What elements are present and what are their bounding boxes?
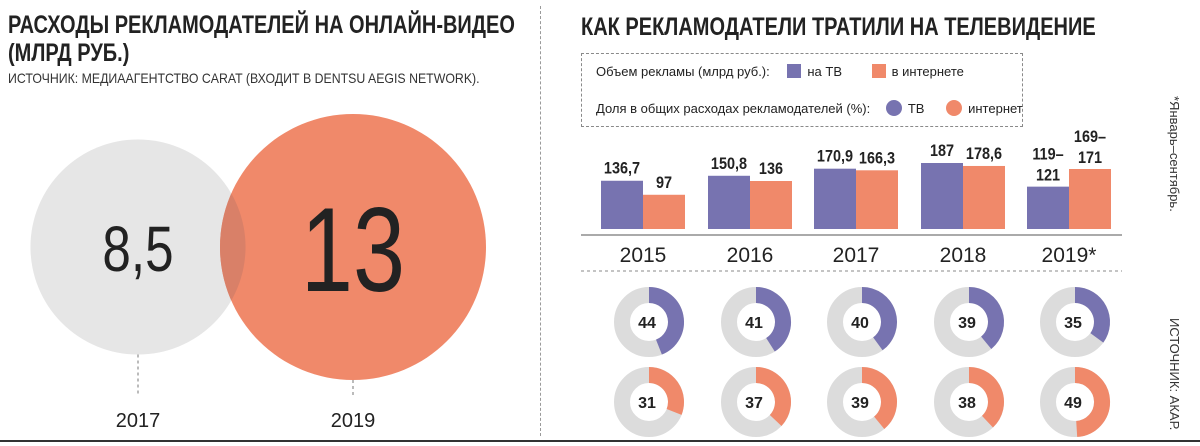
ring-value-internet-2018: 38 — [958, 395, 976, 412]
bubble-2019 — [220, 114, 486, 380]
ring-tv-2016 — [755, 287, 791, 352]
ring-internet-2015 — [648, 367, 684, 415]
ring-value-tv-2018: 39 — [958, 315, 976, 332]
ring-tv-2019* — [1074, 287, 1110, 343]
ring-value-tv-2015: 44 — [638, 315, 656, 332]
legend-tv-label: на ТВ — [807, 64, 843, 79]
year-label-2019: 2019 — [331, 410, 376, 432]
bar-internet-2019* — [1069, 169, 1111, 229]
ring-tv-2017 — [861, 287, 897, 351]
legend-internet-swatch — [871, 64, 886, 78]
bar-label-internet-2018: 178,6 — [966, 145, 1002, 163]
legend-tv-share-label: ТВ — [907, 101, 925, 116]
bar-internet-2018 — [963, 165, 1005, 229]
ring-value-tv-2017: 40 — [851, 315, 869, 332]
bar-label-internet-2019*-a: 169– — [1074, 128, 1106, 146]
bubble-2017 — [30, 139, 246, 355]
bar-label-internet-2019*-b: 171 — [1078, 149, 1102, 167]
bubble-value-2017: 8,5 — [102, 215, 173, 286]
bar-tv-2018 — [921, 163, 963, 229]
ring-internet-2018 — [968, 367, 1004, 428]
bar-label-tv-2016: 150,8 — [711, 155, 747, 173]
axis-year-2018: 2018 — [940, 244, 987, 267]
bar-internet-2016 — [750, 181, 792, 229]
axis-year-2017: 2017 — [833, 244, 880, 267]
left-title-line1: РАСХОДЫ РЕКЛАМОДАТЕЛЕЙ НА ОНЛАЙН-ВИДЕО — [8, 11, 515, 39]
bar-tv-2019* — [1027, 186, 1069, 229]
legend-row-share: Доля в общих расходах рекламодателей (%)… — [596, 100, 1023, 116]
ring-value-internet-2016: 37 — [745, 395, 763, 412]
left-source: ИСТОЧНИК: МЕДИААГЕНТСТВО CARAT (ВХОДИТ В… — [8, 70, 480, 86]
ring-value-tv-2019*: 35 — [1064, 315, 1082, 332]
ring-value-internet-2015: 31 — [638, 395, 656, 412]
ring-internet-2017 — [861, 367, 897, 429]
bar-label-tv-2019*-a: 119– — [1032, 146, 1064, 164]
legend-internet-label: в интернете — [891, 64, 964, 79]
axis-year-2015: 2015 — [620, 244, 667, 267]
legend-internet-share-dot — [946, 100, 963, 116]
bar-label-internet-2016: 136 — [759, 160, 783, 178]
legend-volume-label: Объем рекламы (млрд руб.): — [596, 64, 770, 79]
bar-tv-2015 — [601, 180, 643, 229]
panel-divider — [540, 6, 541, 436]
legend-share-label: Доля в общих расходах рекламодателей (%)… — [596, 101, 871, 116]
bar-tv-2016 — [708, 175, 750, 229]
ring-value-tv-2016: 41 — [745, 315, 763, 332]
left-title-line2: (МЛРД РУБ.) — [8, 39, 130, 67]
legend-tv-swatch — [787, 64, 802, 78]
axis-year-2016: 2016 — [727, 244, 774, 267]
ring-internet-2016 — [755, 367, 791, 426]
ring-value-internet-2017: 39 — [851, 395, 869, 412]
ring-tv-2018 — [968, 287, 1004, 349]
bubble-value-2019: 13 — [301, 183, 405, 317]
ring-tv-2015 — [648, 287, 684, 355]
ring-internet-2019* — [1074, 366, 1111, 437]
bar-label-tv-2017: 170,9 — [817, 148, 853, 166]
bar-internet-2017 — [856, 170, 898, 229]
right-title: КАК РЕКЛАМОДАТЕЛИ ТРАТИЛИ НА ТЕЛЕВИДЕНИЕ — [581, 13, 1096, 41]
bar-internet-2015 — [643, 194, 685, 229]
bar-label-tv-2015: 136,7 — [604, 160, 640, 178]
ring-value-internet-2019*: 49 — [1064, 395, 1082, 412]
legend: Объем рекламы (млрд руб.): на ТВ в интер… — [581, 53, 1023, 127]
year-label-2017: 2017 — [116, 410, 161, 432]
legend-internet-share-label: интернет — [968, 101, 1023, 116]
bar-label-tv-2018: 187 — [930, 142, 954, 160]
bar-label-internet-2015: 97 — [656, 174, 672, 192]
bar-label-tv-2019*-b: 121 — [1036, 167, 1060, 185]
legend-tv-share-dot — [885, 100, 902, 116]
bar-label-internet-2017: 166,3 — [859, 149, 895, 167]
axis-year-2019*: 2019* — [1042, 244, 1097, 267]
legend-row-volume: Объем рекламы (млрд руб.): на ТВ в интер… — [596, 64, 964, 79]
bottom-rule — [0, 440, 1200, 442]
bar-tv-2017 — [814, 168, 856, 229]
